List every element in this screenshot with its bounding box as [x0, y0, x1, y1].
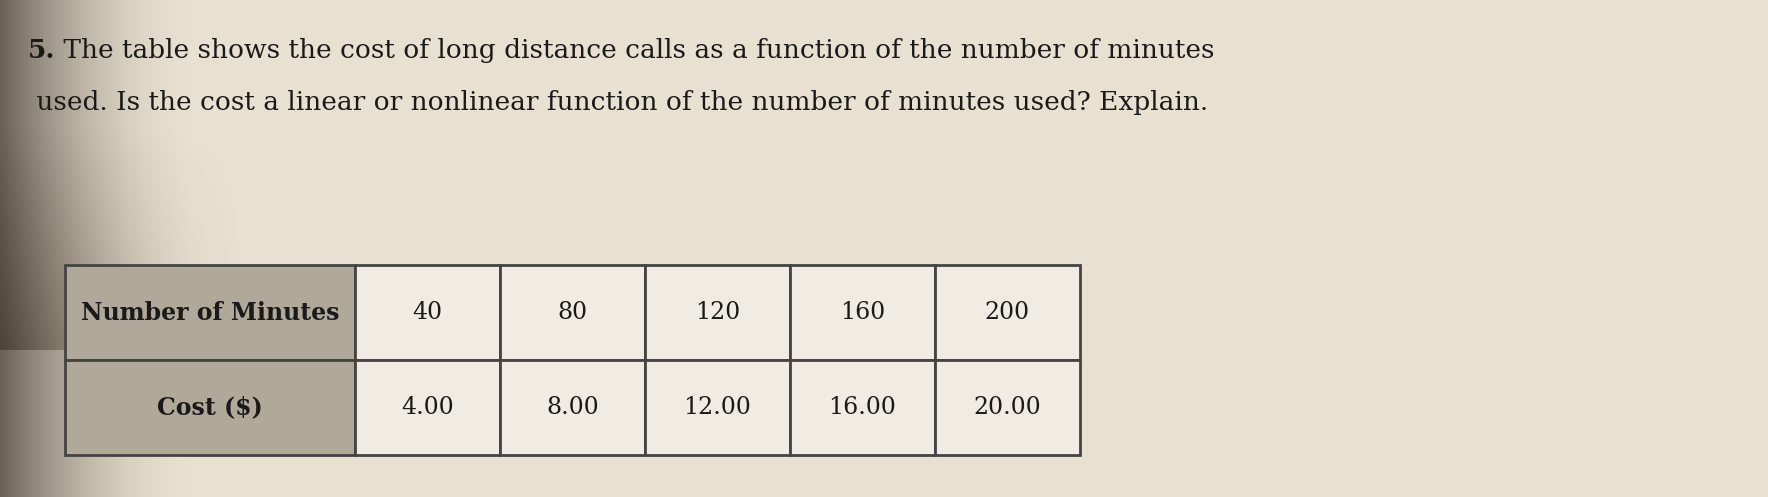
Bar [355, 265, 500, 360]
Text: 16.00: 16.00 [829, 396, 896, 419]
Bar [935, 360, 1080, 455]
Text: 40: 40 [412, 301, 442, 324]
Bar [790, 265, 935, 360]
Text: 12.00: 12.00 [684, 396, 751, 419]
Text: used. Is the cost a linear or nonlinear function of the number of minutes used? : used. Is the cost a linear or nonlinear … [28, 90, 1208, 115]
Bar [65, 360, 355, 455]
Bar [355, 360, 500, 455]
Bar [790, 360, 935, 455]
Text: 8.00: 8.00 [546, 396, 599, 419]
Text: The table shows the cost of long distance calls as a function of the number of m: The table shows the cost of long distanc… [55, 38, 1215, 63]
Text: 4.00: 4.00 [401, 396, 454, 419]
Text: 200: 200 [985, 301, 1031, 324]
Text: Cost ($): Cost ($) [157, 396, 263, 419]
Text: Number of Minutes: Number of Minutes [81, 301, 339, 325]
Text: 5.: 5. [28, 38, 55, 63]
Text: 120: 120 [695, 301, 741, 324]
Bar [65, 265, 355, 360]
Bar [500, 360, 645, 455]
Bar [645, 265, 790, 360]
Bar [500, 265, 645, 360]
Bar [935, 265, 1080, 360]
Text: 80: 80 [557, 301, 587, 324]
Bar [645, 360, 790, 455]
Text: 160: 160 [840, 301, 886, 324]
Text: 20.00: 20.00 [974, 396, 1041, 419]
